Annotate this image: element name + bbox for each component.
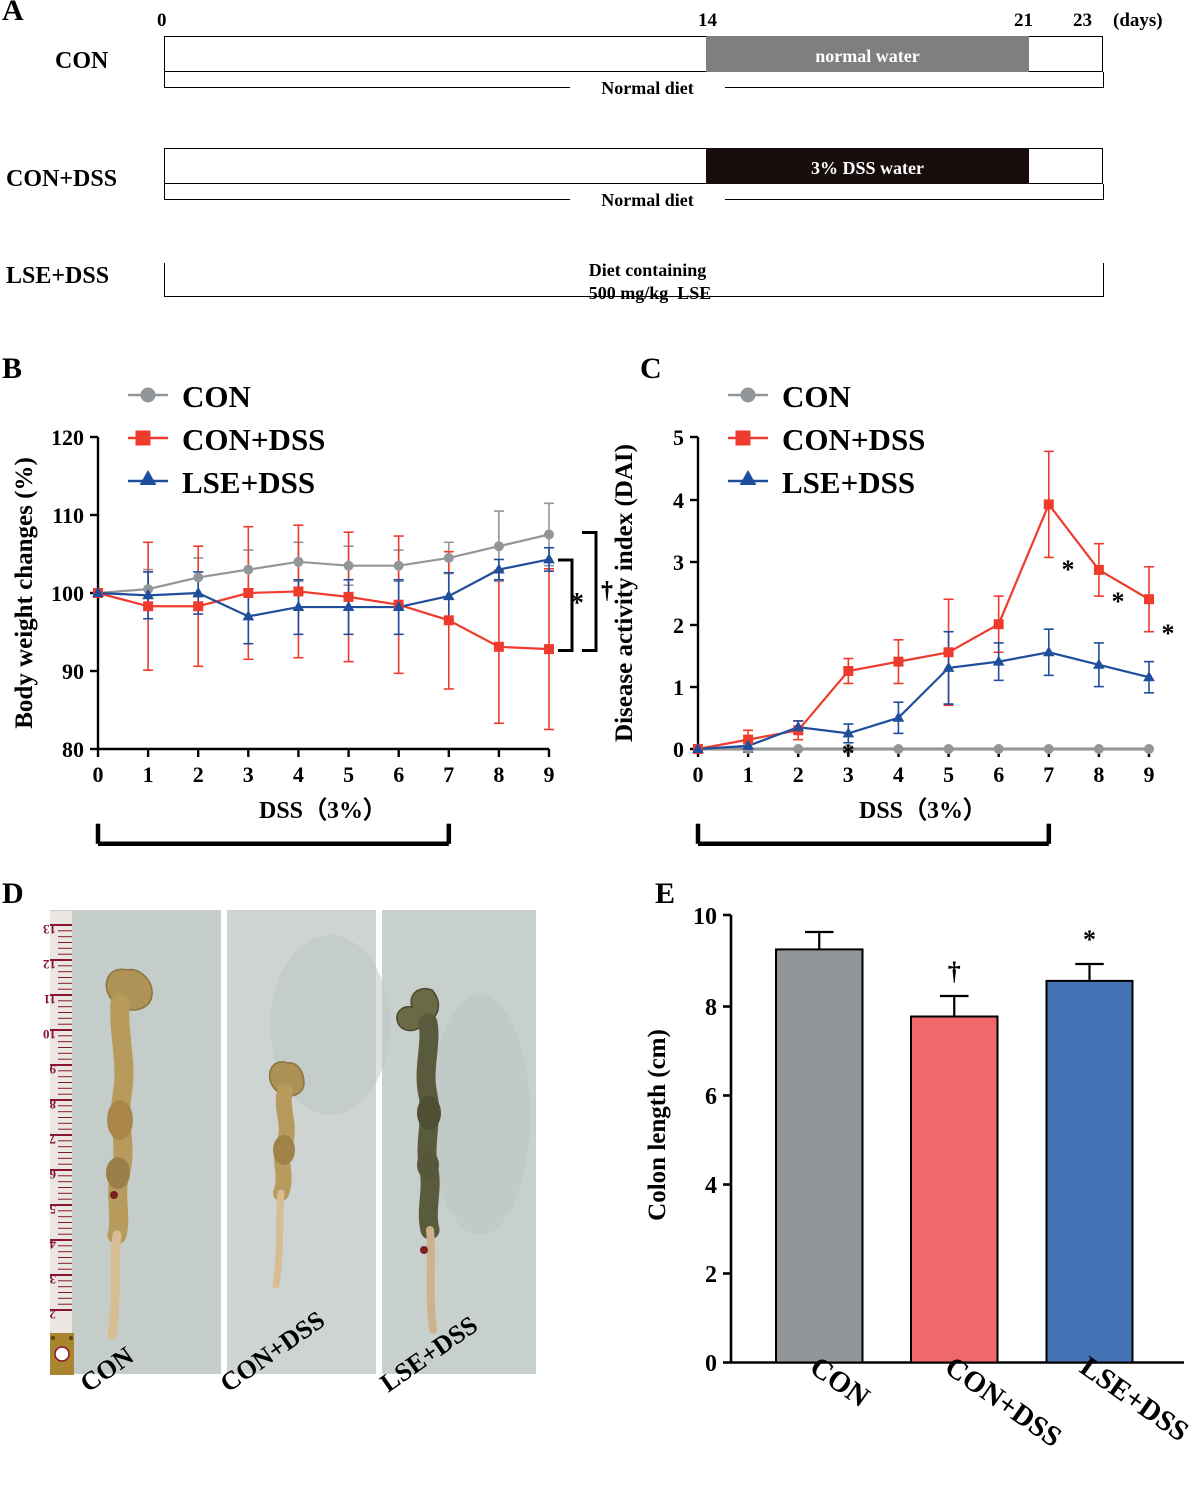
svg-text:3: 3 xyxy=(243,762,254,787)
svg-text:9: 9 xyxy=(544,762,555,787)
svg-text:11: 11 xyxy=(44,992,56,1007)
svg-text:8: 8 xyxy=(49,1097,56,1112)
svg-text:CON: CON xyxy=(782,379,851,414)
svg-text:10: 10 xyxy=(43,1027,56,1042)
svg-text:8: 8 xyxy=(705,995,717,1021)
svg-text:4: 4 xyxy=(705,1173,717,1199)
svg-text:100: 100 xyxy=(51,581,84,606)
svg-text:9: 9 xyxy=(49,1062,56,1077)
svg-text:0: 0 xyxy=(705,1351,717,1377)
svg-text:LSE+DSS: LSE+DSS xyxy=(782,465,915,500)
svg-text:DSS（3%）: DSS（3%） xyxy=(859,797,987,824)
svg-text:0: 0 xyxy=(673,737,684,762)
svg-text:10: 10 xyxy=(693,904,717,930)
svg-text:4: 4 xyxy=(893,762,904,787)
svg-text:12: 12 xyxy=(43,957,56,972)
svg-text:*: * xyxy=(570,588,584,619)
svg-text:LSE+DSS: LSE+DSS xyxy=(182,465,315,500)
svg-text:5: 5 xyxy=(943,762,954,787)
svg-text:7: 7 xyxy=(443,762,454,787)
svg-text:6: 6 xyxy=(993,762,1004,787)
svg-text:*: * xyxy=(1062,555,1075,584)
svg-text:CON+DSS: CON+DSS xyxy=(939,1351,1067,1454)
svg-text:0: 0 xyxy=(93,762,104,787)
svg-text:110: 110 xyxy=(52,503,84,528)
svg-text:2: 2 xyxy=(793,762,804,787)
svg-text:3: 3 xyxy=(673,550,684,575)
svg-text:8: 8 xyxy=(1093,762,1104,787)
svg-text:1: 1 xyxy=(143,762,154,787)
svg-text:LSE+DSS: LSE+DSS xyxy=(1074,1351,1194,1449)
svg-text:5: 5 xyxy=(49,1202,56,1217)
svg-text:7: 7 xyxy=(49,1132,56,1147)
svg-text:CON+DSS: CON+DSS xyxy=(782,422,925,457)
svg-text:6: 6 xyxy=(705,1084,717,1110)
svg-text:1: 1 xyxy=(673,675,684,700)
svg-text:6: 6 xyxy=(393,762,404,787)
svg-text:2: 2 xyxy=(193,762,204,787)
svg-text:3: 3 xyxy=(49,1272,56,1287)
svg-text:80: 80 xyxy=(62,737,84,762)
svg-text:2: 2 xyxy=(705,1262,717,1288)
svg-text:4: 4 xyxy=(49,1237,56,1252)
svg-text:8: 8 xyxy=(493,762,504,787)
svg-text:4: 4 xyxy=(293,762,304,787)
svg-text:*: * xyxy=(1112,587,1125,616)
svg-text:*: * xyxy=(842,739,855,768)
svg-text:120: 120 xyxy=(51,425,84,450)
svg-text:1: 1 xyxy=(743,762,754,787)
svg-text:DSS（3%）: DSS（3%） xyxy=(259,797,387,824)
svg-text:2: 2 xyxy=(673,613,684,638)
svg-text:*: * xyxy=(1083,925,1096,954)
svg-text:CON: CON xyxy=(182,379,251,414)
svg-text:2: 2 xyxy=(50,1307,57,1322)
svg-text:5: 5 xyxy=(673,425,684,450)
svg-text:90: 90 xyxy=(62,659,84,684)
svg-text:9: 9 xyxy=(1144,762,1155,787)
svg-text:4: 4 xyxy=(673,488,684,513)
svg-text:6: 6 xyxy=(49,1167,56,1182)
svg-text:Colon length (cm): Colon length (cm) xyxy=(644,1029,671,1221)
svg-text:†: † xyxy=(948,957,961,986)
svg-text:CON+DSS: CON+DSS xyxy=(182,422,325,457)
svg-text:5: 5 xyxy=(343,762,354,787)
svg-text:13: 13 xyxy=(43,922,57,937)
svg-text:*: * xyxy=(1162,619,1175,648)
svg-text:0: 0 xyxy=(693,762,704,787)
svg-text:7: 7 xyxy=(1043,762,1054,787)
svg-text:Disease activity index (DAI): Disease activity index (DAI) xyxy=(611,444,638,742)
svg-text:Body weight changes (%): Body weight changes (%) xyxy=(11,457,38,729)
